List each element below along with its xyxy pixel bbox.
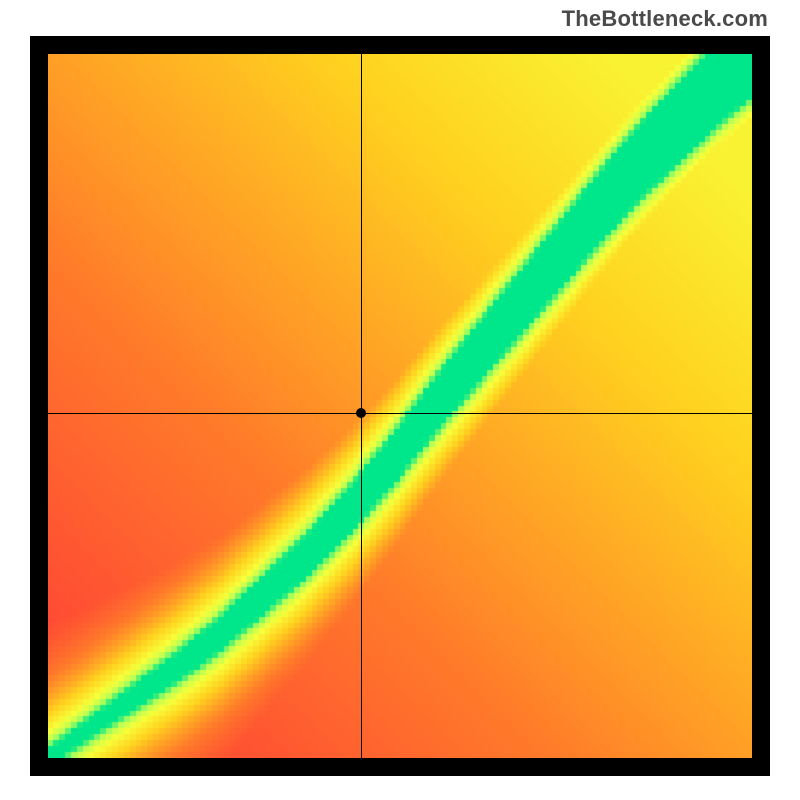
crosshair-horizontal	[30, 413, 770, 414]
heatmap-canvas	[48, 54, 752, 758]
chart-container: TheBottleneck.com	[0, 0, 800, 800]
crosshair-marker	[356, 408, 366, 418]
plot-frame	[30, 36, 770, 776]
crosshair-vertical	[361, 36, 362, 776]
watermark-text: TheBottleneck.com	[562, 6, 768, 32]
